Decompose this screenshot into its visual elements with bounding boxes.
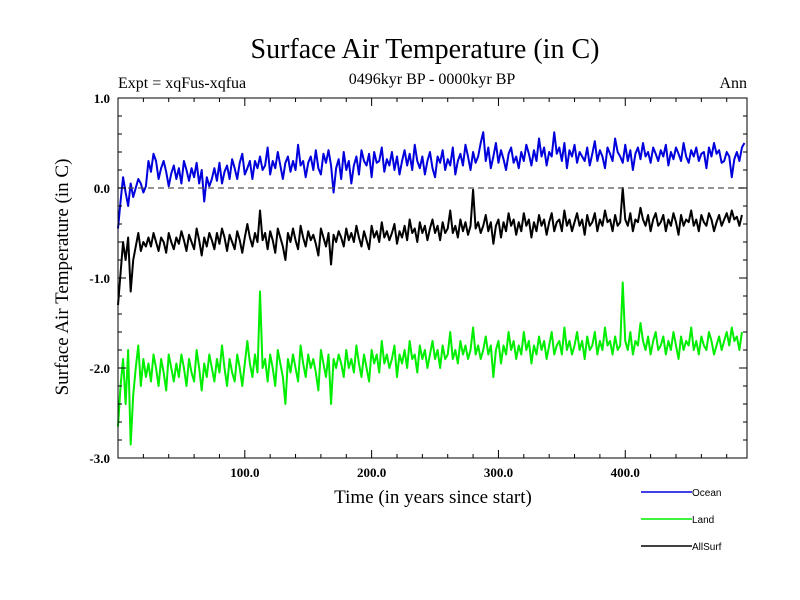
season-label: Ann — [719, 75, 747, 92]
y-tick-label: -3.0 — [89, 451, 110, 466]
x-tick-label: 200.0 — [357, 465, 386, 480]
series-line-land — [117, 281, 743, 446]
x-axis-label: Time (in years since start) — [334, 487, 532, 508]
x-tick-label: 400.0 — [611, 465, 640, 480]
y-axis-label: Surface Air Temperature (in C) — [52, 159, 73, 396]
plot-area: 1.0 0.0 -1.0 -2.0 -3.0 100.0 200.0 300.0 400.0 — [89, 91, 748, 480]
series-line-allsurf — [117, 187, 743, 306]
chart-title: Surface Air Temperature (in C) — [251, 34, 600, 65]
legend-label-ocean: Ocean — [692, 488, 721, 499]
legend-label-land: Land — [692, 515, 714, 526]
series-line-ocean — [117, 131, 746, 229]
x-tick-label: 100.0 — [230, 465, 259, 480]
experiment-label: Expt = xqFus-xqfua — [118, 75, 246, 92]
y-tick-label: 1.0 — [94, 91, 110, 106]
x-tick-label: 300.0 — [484, 465, 513, 480]
chart-subtitle: 0496kyr BP - 0000kyr BP — [349, 71, 516, 88]
y-tick-label: -2.0 — [89, 361, 110, 376]
legend-label-allsurf: AllSurf — [692, 542, 722, 553]
y-tick-label: 0.0 — [94, 181, 110, 196]
y-tick-label: -1.0 — [89, 271, 110, 286]
legend: Ocean Land AllSurf — [641, 488, 722, 553]
